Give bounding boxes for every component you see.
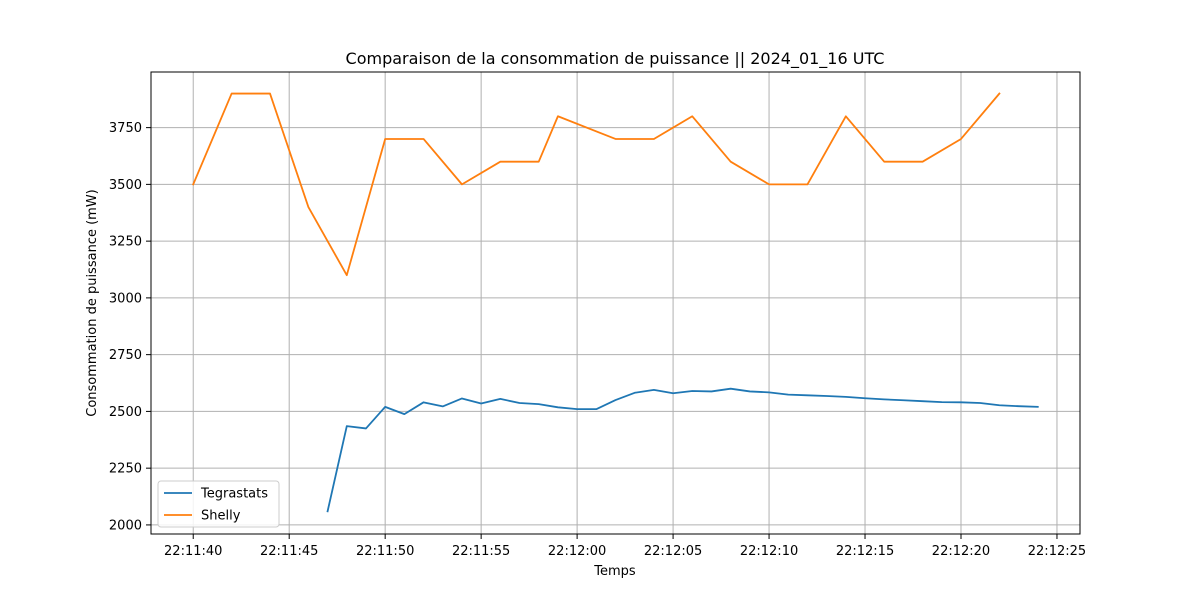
y-tick-label: 3500 — [109, 178, 142, 193]
series-line-tegrastats — [326, 387, 1039, 513]
legend-label: Tegrastats — [200, 487, 268, 502]
chart-title: Comparaison de la consommation de puissa… — [346, 49, 885, 69]
plot-lines — [192, 92, 1039, 513]
x-tick-label: 22:12:00 — [548, 544, 606, 559]
y-axis: 2000 2250 2500 2750 3000 3250 3500 3750 — [109, 121, 151, 533]
y-axis-label: Consommation de puissance (mW) — [85, 189, 100, 417]
y-tick-label: 2750 — [109, 348, 142, 363]
plot-frame — [150, 71, 1081, 535]
legend: Tegrastats Shelly — [157, 480, 280, 528]
grid — [151, 72, 1080, 534]
x-tick-label: 22:11:45 — [260, 544, 318, 559]
x-tick-label: 22:11:55 — [452, 544, 510, 559]
x-tick-label: 22:12:20 — [932, 544, 990, 559]
x-axis: 22:11:40 22:11:45 22:11:50 22:11:55 22:12:00… — [164, 534, 1086, 559]
y-tick-label: 2250 — [109, 462, 142, 477]
legend-label: Shelly — [201, 509, 241, 524]
x-tick-label: 22:12:10 — [740, 544, 798, 559]
x-axis-label: Temps — [593, 564, 636, 579]
y-tick-label: 3000 — [109, 291, 142, 306]
y-tick-label: 3250 — [109, 235, 142, 250]
y-tick-label: 2000 — [109, 518, 142, 533]
x-tick-label: 22:12:25 — [1028, 544, 1086, 559]
y-tick-label: 3750 — [109, 121, 142, 136]
x-tick-label: 22:12:15 — [836, 544, 894, 559]
x-tick-label: 22:12:05 — [644, 544, 702, 559]
y-tick-label: 2500 — [109, 405, 142, 420]
series-line-shelly — [192, 92, 1001, 277]
x-tick-label: 22:11:50 — [356, 544, 414, 559]
x-tick-label: 22:11:40 — [164, 544, 222, 559]
